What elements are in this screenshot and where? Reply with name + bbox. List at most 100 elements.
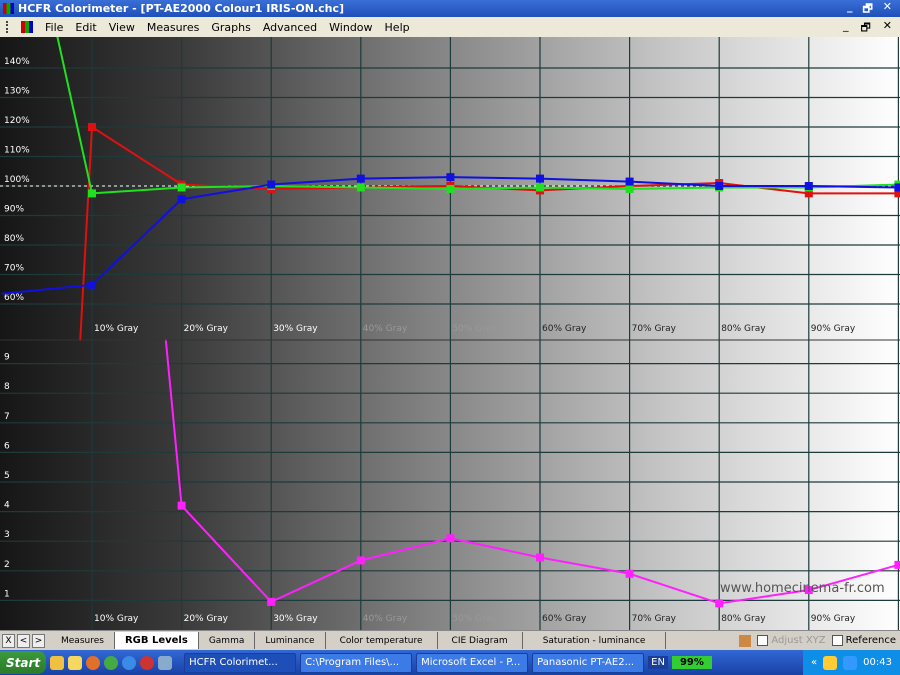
minimize-button[interactable]: _ <box>846 0 853 13</box>
task-excel[interactable]: Microsoft Excel - P... <box>416 652 529 673</box>
reference-checkbox[interactable]: Reference <box>831 635 896 646</box>
series-segment <box>270 185 362 189</box>
series-segment <box>270 559 362 603</box>
y-tick-label: 60% <box>4 293 24 303</box>
system-tray: « 00:43 <box>803 650 900 675</box>
child-restore-button[interactable]: 🗗 <box>860 21 871 34</box>
opera-icon[interactable] <box>140 655 155 670</box>
data-point <box>267 180 276 189</box>
data-point <box>625 569 634 578</box>
language-indicator[interactable]: EN <box>648 656 668 669</box>
document-icon[interactable] <box>21 21 33 33</box>
y-tick-label: 8 <box>4 382 10 392</box>
menu-graphs[interactable]: Graphs <box>211 20 251 34</box>
maximize-button[interactable]: 🗗 <box>862 2 873 15</box>
series-segment <box>718 589 810 605</box>
x-tick-label: 40% Gray <box>363 614 408 624</box>
x-tick-label: 60% Gray <box>542 324 587 334</box>
taskbar: Start HCFR Colorimet... C:\Program Files… <box>0 650 900 675</box>
series-segment <box>807 185 900 189</box>
data-point <box>446 184 455 193</box>
series-segment <box>628 180 721 187</box>
tab-gamma[interactable]: Gamma <box>199 632 256 649</box>
data-point <box>894 183 900 192</box>
y-tick-label: 6 <box>4 441 10 451</box>
task-panasonic[interactable]: Panasonic PT-AE2... <box>532 652 645 673</box>
show-hidden-icons-icon[interactable]: « <box>811 657 818 668</box>
tab-cie-diagram[interactable]: CIE Diagram <box>438 632 523 649</box>
rgb-levels-chart: 140% 130% 120% 110% 100% 90% 80% 70% 60% 10% Gray… <box>0 37 900 630</box>
y-tick-label: 5 <box>4 471 10 481</box>
close-tab-button[interactable]: X <box>2 633 15 648</box>
tab-measures[interactable]: Measures <box>51 632 115 649</box>
series-segment <box>359 186 452 190</box>
series-segment <box>359 537 452 562</box>
x-tick-label: 30% Gray <box>273 614 318 624</box>
bluetooth-tray-icon[interactable] <box>843 655 858 670</box>
data-point <box>88 123 96 131</box>
close-button[interactable]: ✕ <box>882 0 892 13</box>
next-tab-button[interactable]: > <box>32 633 45 648</box>
y-tick-label: 3 <box>4 530 10 540</box>
series-segment <box>628 186 721 190</box>
x-tick-label: 40% Gray <box>363 324 408 334</box>
data-point <box>536 174 544 183</box>
menu-help[interactable]: Help <box>384 20 410 34</box>
y-tick-label: 130% <box>4 87 30 97</box>
y-tick-label: 140% <box>4 57 30 67</box>
series-segment <box>164 339 183 507</box>
clock: 00:43 <box>863 657 892 668</box>
app-quicklaunch-icon[interactable] <box>158 655 173 670</box>
task-explorer[interactable]: C:\Program Files\... <box>300 652 413 673</box>
data-point <box>267 597 276 606</box>
x-tick-label: 50% Gray <box>452 324 497 334</box>
series-segment <box>270 177 362 186</box>
tab-color-temperature[interactable]: Color temperature <box>326 632 438 649</box>
tab-luminance[interactable]: Luminance <box>255 632 326 649</box>
start-button[interactable]: Start <box>0 651 47 674</box>
data-point <box>177 195 186 204</box>
watermark: www.homecinema-fr.com <box>720 581 885 596</box>
x-tick-label: 20% Gray <box>184 614 229 624</box>
menu-file[interactable]: File <box>45 20 64 34</box>
prev-tab-button[interactable]: < <box>17 633 30 648</box>
series-segment <box>359 176 452 180</box>
menu-measures[interactable]: Measures <box>146 20 200 34</box>
data-point <box>446 534 455 543</box>
clock-quicklaunch-icon[interactable] <box>68 655 83 670</box>
chrome-icon[interactable] <box>104 655 119 670</box>
task-hcfr[interactable]: HCFR Colorimet... <box>184 652 297 673</box>
settings-icon[interactable] <box>739 634 752 647</box>
child-close-button[interactable]: ✕ <box>882 19 892 32</box>
series-segment <box>91 186 183 195</box>
menu-edit[interactable]: Edit <box>75 20 97 34</box>
data-point <box>536 183 544 192</box>
data-point <box>894 560 900 569</box>
adjust-xyz-checkbox[interactable]: Adjust XYZ <box>757 635 826 646</box>
x-tick-label: 60% Gray <box>542 614 587 624</box>
warning-tray-icon[interactable] <box>823 655 838 670</box>
data-point <box>356 556 365 565</box>
menu-window[interactable]: Window <box>329 20 373 34</box>
battery-meter[interactable]: 99% <box>671 656 712 669</box>
folder-quicklaunch-icon[interactable] <box>50 655 65 670</box>
data-point <box>804 189 813 198</box>
tab-saturation-luminance[interactable]: Saturation - luminance <box>523 632 667 649</box>
menu-view[interactable]: View <box>108 20 135 34</box>
series-segment <box>91 198 183 286</box>
tab-rgb-levels[interactable]: RGB Levels <box>114 632 199 649</box>
app-icon <box>3 3 14 14</box>
child-minimize-button[interactable]: _ <box>842 19 849 32</box>
menu-advanced[interactable]: Advanced <box>262 20 318 34</box>
series-segment <box>79 126 93 341</box>
x-tick-label: 80% Gray <box>721 324 766 334</box>
adjust-xyz-label: Adjust XYZ <box>771 635 826 646</box>
y-tick-label: 110% <box>4 146 30 156</box>
series-segment <box>449 537 541 559</box>
ie-icon[interactable] <box>122 655 137 670</box>
firefox-icon[interactable] <box>86 655 101 670</box>
data-point <box>88 189 96 198</box>
y-tick-label: 120% <box>4 116 30 126</box>
y-tick-label: 2 <box>4 560 10 570</box>
reference-label: Reference <box>845 635 896 646</box>
